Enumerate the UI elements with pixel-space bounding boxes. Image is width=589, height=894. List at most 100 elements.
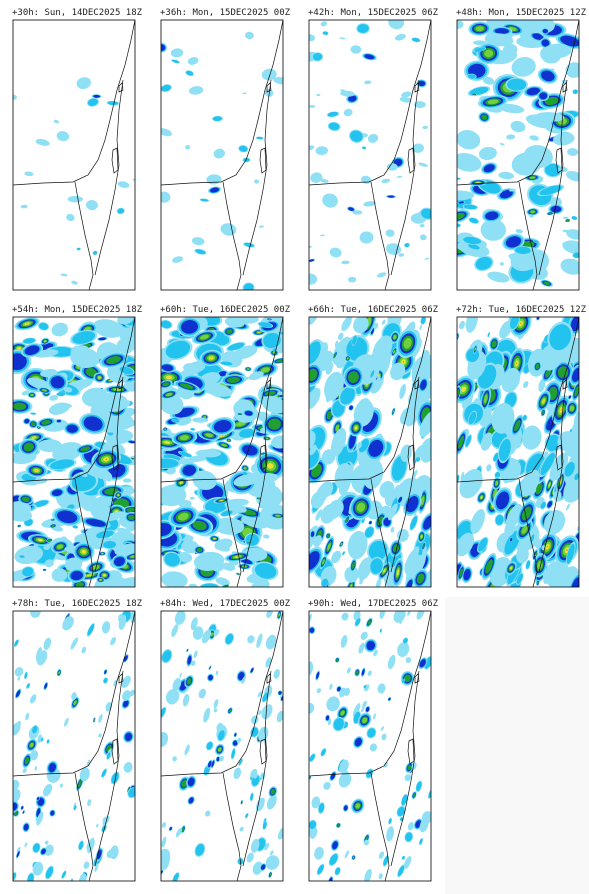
precip-cell [537,581,539,585]
precip-cell [318,803,325,813]
precip-cell [510,537,513,542]
precip-cell [321,449,336,465]
precip-cell [83,416,103,431]
precip-cell [309,259,315,262]
precip-cell [373,649,378,657]
precip-cell [544,566,558,582]
precip-cell [14,639,19,647]
precip-cell [180,320,199,334]
precip-cell [495,471,501,479]
precip-cell [238,672,245,681]
panel-title: +60h: Tue, 16DEC2025 00Z [160,305,291,315]
precip-cell [468,411,477,425]
precip-cell [359,577,364,585]
precip-cell [483,164,495,173]
precip-cell [349,405,353,410]
geography [457,317,579,587]
precip-cell [48,762,56,773]
precip-cell [404,674,411,683]
precip-cell [18,525,21,527]
coastline [457,317,579,483]
empty-cell [445,597,589,894]
precip-field [161,317,283,587]
precip-cell [549,452,569,482]
precip-cell [399,619,403,624]
precip-cell [499,190,513,199]
precip-cell [346,357,349,360]
precip-cell [192,470,217,490]
precip-cell [71,692,77,701]
precip-cell [348,207,354,211]
precip-cell [419,234,427,241]
precip-cell [346,337,368,361]
precip-cell [161,707,166,719]
precip-cell [571,419,579,435]
map-panel [12,610,136,882]
precip-cell [67,195,84,203]
precip-cell [363,201,377,207]
precip-cell [379,481,395,499]
precip-cell [60,273,68,277]
precip-cell [339,687,347,698]
precip-cell [127,787,130,792]
precip-cell [244,242,254,248]
precip-cell [210,632,214,637]
precip-cell [43,544,51,551]
precip-cell [162,650,172,663]
precip-cell [378,851,385,859]
precip-cell [542,28,548,34]
precip-cell [109,323,125,337]
precip-cell [331,550,342,564]
precip-cell [562,216,569,219]
precip-cell [182,694,190,707]
precip-cell [309,368,318,382]
precip-cell [13,501,32,513]
precip-cell [412,143,424,153]
precip-cell [24,345,40,356]
precip-cell [480,219,507,241]
precip-cell [106,356,121,365]
precip-cell [536,317,540,320]
precip-cell [128,788,135,798]
precip-cell [250,668,254,673]
precip-cell [562,241,571,249]
precip-cell [338,772,352,788]
lake [118,82,124,93]
precip-cell [275,359,283,363]
panel-title: +36h: Mon, 15DEC2025 00Z [160,8,291,18]
precip-cell [29,742,34,748]
precip-cell [560,35,579,47]
precip-cell [402,856,405,860]
precip-cell [321,578,329,587]
precip-cell [373,713,376,720]
precip-cell [360,631,368,640]
precip-cell [243,466,247,470]
precip-cell [224,317,245,328]
precip-cell [385,229,395,237]
precip-cell [189,496,195,500]
precip-cell [416,781,422,792]
border [390,79,420,276]
precip-cell [463,162,480,171]
precip-cell [310,531,315,537]
precip-cell [526,87,540,96]
precip-cell [539,185,562,196]
precip-cell [199,334,209,340]
map-background [309,20,431,290]
precip-cell [24,842,28,848]
precip-cell [564,462,575,477]
precip-cell [365,526,374,538]
border [242,670,272,867]
precip-cell [341,317,352,332]
precip-cell [66,213,75,222]
precip-cell [205,810,211,817]
precip-cell [169,827,172,831]
precip-cell [387,654,396,670]
precip-cell [312,52,323,61]
precip-cell [102,816,108,824]
precip-cell [13,508,33,522]
precip-cell [277,826,283,840]
coastline [13,317,135,483]
precip-cell [82,464,113,480]
precip-cell [15,690,21,698]
